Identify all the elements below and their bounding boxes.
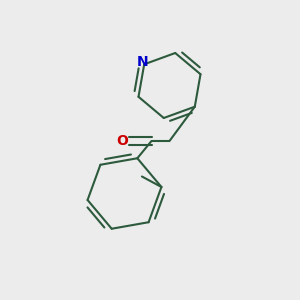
Text: N: N xyxy=(137,55,148,69)
Text: O: O xyxy=(116,134,128,148)
